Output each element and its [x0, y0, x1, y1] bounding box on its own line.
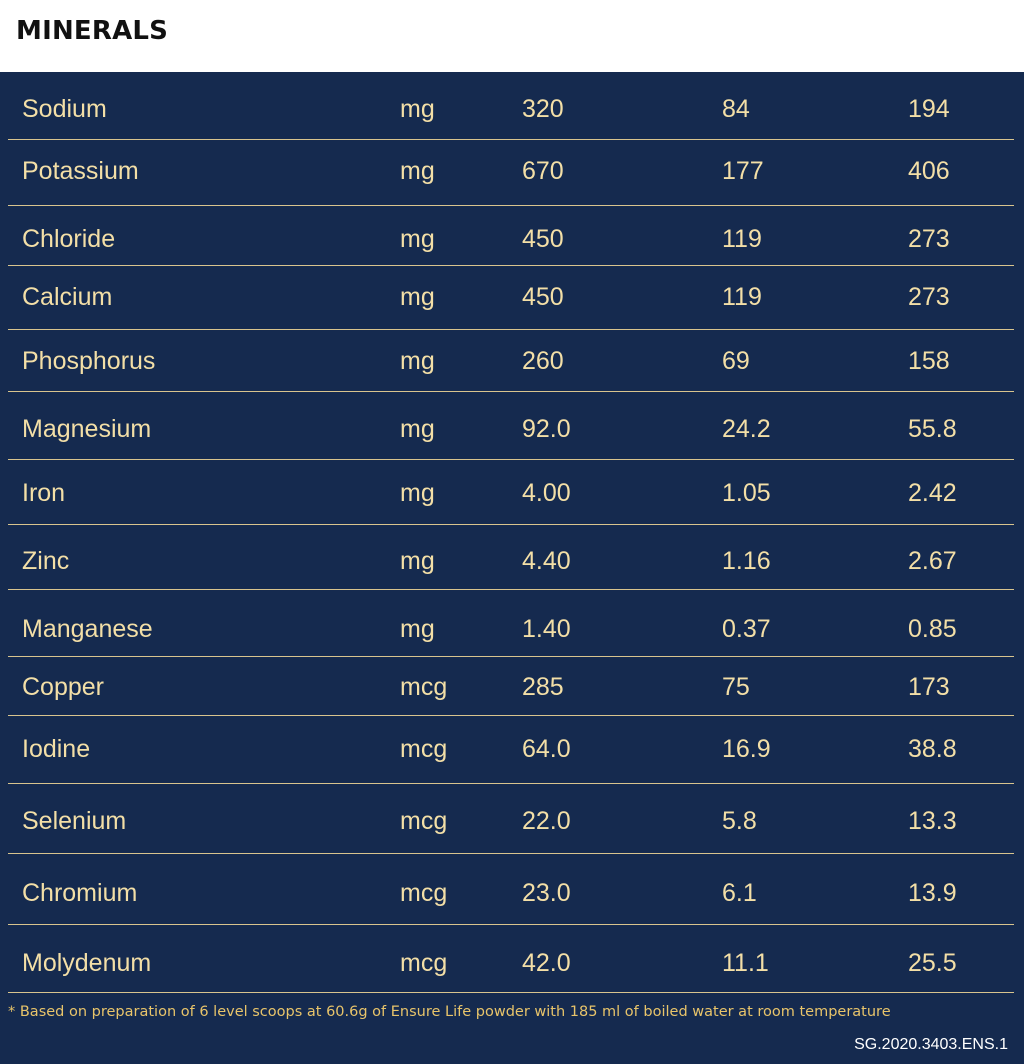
mineral-name: Sodium	[22, 95, 107, 123]
value-cell-1: 42.0	[522, 949, 571, 977]
value-cell-3: 273	[908, 225, 950, 253]
value-cell-1: 260	[522, 347, 564, 375]
mineral-name: Selenium	[22, 807, 127, 835]
value-cell-3: 13.3	[908, 807, 957, 835]
row-divider	[8, 391, 1014, 392]
row-divider	[8, 853, 1014, 854]
unit-cell: mg	[400, 615, 435, 643]
value-cell-3: 194	[908, 95, 950, 123]
value-cell-2: 119	[722, 225, 762, 253]
value-cell-2: 75	[722, 673, 750, 701]
unit-cell: mcg	[400, 807, 448, 835]
row-divider	[8, 139, 1014, 140]
value-cell-2: 1.05	[722, 479, 771, 507]
value-cell-1: 285	[522, 673, 564, 701]
value-cell-1: 4.00	[522, 479, 571, 507]
unit-cell: mcg	[400, 735, 448, 763]
value-cell-3: 13.9	[908, 879, 957, 907]
row-divider	[8, 783, 1014, 784]
value-cell-1: 23.0	[522, 879, 571, 907]
value-cell-3: 38.8	[908, 735, 957, 763]
row-divider	[8, 524, 1014, 525]
unit-cell: mg	[400, 225, 435, 253]
mineral-name: Zinc	[22, 547, 70, 575]
value-cell-2: 24.2	[722, 415, 771, 443]
mineral-name: Molydenum	[22, 949, 152, 977]
row-divider	[8, 656, 1014, 657]
mineral-name: Phosphorus	[22, 347, 156, 375]
value-cell-3: 158	[908, 347, 950, 375]
mineral-name: Chloride	[22, 225, 116, 253]
value-cell-1: 320	[522, 95, 564, 123]
unit-cell: mcg	[400, 879, 448, 907]
value-cell-2: 177	[722, 157, 764, 185]
row-divider	[8, 265, 1014, 266]
value-cell-1: 670	[522, 157, 564, 185]
footnote: * Based on preparation of 6 level scoops…	[8, 1004, 891, 1020]
row-divider	[8, 924, 1014, 925]
row-divider	[8, 589, 1014, 590]
value-cell-2: 0.37	[722, 615, 771, 643]
value-cell-3: 25.5	[908, 949, 957, 977]
value-cell-1: 4.40	[522, 547, 571, 575]
unit-cell: mg	[400, 157, 435, 185]
value-cell-2: 16.9	[722, 735, 771, 763]
value-cell-3: 0.85	[908, 615, 957, 643]
mineral-name: Magnesium	[22, 415, 152, 443]
value-cell-2: 5.8	[722, 807, 757, 835]
value-cell-1: 450	[522, 225, 564, 253]
value-cell-3: 2.67	[908, 547, 957, 575]
mineral-name: Chromium	[22, 879, 138, 907]
value-cell-1: 1.40	[522, 615, 571, 643]
value-cell-1: 92.0	[522, 415, 571, 443]
value-cell-2: 11.1	[722, 949, 769, 977]
value-cell-3: 55.8	[908, 415, 957, 443]
row-divider	[8, 329, 1014, 330]
value-cell-2: 119	[722, 283, 762, 311]
mineral-name: Iron	[22, 479, 66, 507]
value-cell-3: 173	[908, 673, 950, 701]
value-cell-2: 84	[722, 95, 750, 123]
row-divider	[8, 715, 1014, 716]
value-cell-1: 64.0	[522, 735, 571, 763]
unit-cell: mg	[400, 415, 435, 443]
mineral-name: Iodine	[22, 735, 91, 763]
value-cell-1: 22.0	[522, 807, 571, 835]
unit-cell: mg	[400, 547, 435, 575]
value-cell-2: 69	[722, 347, 750, 375]
header: MINERALS	[0, 0, 1024, 72]
value-cell-2: 6.1	[722, 879, 757, 907]
unit-cell: mg	[400, 95, 435, 123]
value-cell-3: 406	[908, 157, 950, 185]
row-divider	[8, 459, 1014, 460]
value-cell-1: 450	[522, 283, 564, 311]
unit-cell: mg	[400, 347, 435, 375]
mineral-name: Calcium	[22, 283, 113, 311]
unit-cell: mcg	[400, 949, 448, 977]
mineral-name: Copper	[22, 673, 104, 701]
unit-cell: mg	[400, 479, 435, 507]
page-title: MINERALS	[16, 16, 169, 46]
value-cell-3: 2.42	[908, 479, 957, 507]
row-divider	[8, 992, 1014, 993]
mineral-name: Potassium	[22, 157, 139, 185]
mineral-name: Manganese	[22, 615, 153, 643]
value-cell-2: 1.16	[722, 547, 771, 575]
unit-cell: mg	[400, 283, 435, 311]
document-code: SG.2020.3403.ENS.1	[854, 1036, 1008, 1053]
unit-cell: mcg	[400, 673, 448, 701]
row-divider	[8, 205, 1014, 206]
minerals-table: Sodium mg 320 84 194 Potassium mg 670 177 406 Chlo…	[0, 72, 1024, 1064]
value-cell-3: 273	[908, 283, 950, 311]
